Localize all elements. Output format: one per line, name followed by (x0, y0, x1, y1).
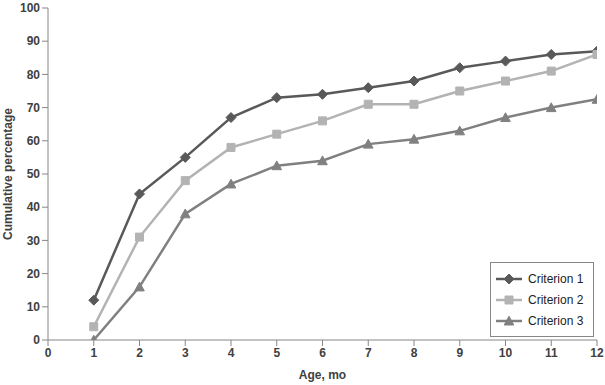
svg-text:20: 20 (27, 267, 41, 281)
svg-text:4: 4 (228, 346, 235, 360)
svg-text:11: 11 (545, 346, 558, 360)
svg-text:2: 2 (136, 346, 143, 360)
svg-text:8: 8 (411, 346, 418, 360)
svg-text:Age, mo: Age, mo (299, 368, 346, 382)
svg-text:10: 10 (27, 300, 41, 314)
svg-text:70: 70 (27, 101, 41, 115)
html-text:Criterion 1: Criterion 1 (528, 271, 584, 286)
svg-text:12: 12 (590, 346, 597, 360)
svg-text:60: 60 (27, 134, 41, 148)
svg-text:40: 40 (27, 200, 41, 214)
svg-text:0: 0 (33, 333, 40, 347)
svg-text:80: 80 (27, 68, 41, 82)
svg-text:5: 5 (273, 346, 280, 360)
svg-text:Cumulative percentage: Cumulative percentage (8, 108, 15, 240)
svg-text:0: 0 (45, 346, 52, 360)
svg-text:50: 50 (27, 167, 41, 181)
html-text:Criterion 3: Criterion 3 (528, 313, 584, 328)
svg-text:30: 30 (27, 234, 41, 248)
svg-text:3: 3 (182, 346, 189, 360)
svg-text:9: 9 (456, 346, 463, 360)
svg-text:7: 7 (365, 346, 372, 360)
svg-text:100: 100 (20, 1, 40, 15)
svg-text:90: 90 (27, 34, 41, 48)
svg-text:6: 6 (319, 346, 326, 360)
svg-text:1: 1 (90, 346, 97, 360)
svg-text:10: 10 (499, 346, 513, 360)
html-text:Criterion 2: Criterion 2 (528, 292, 584, 307)
